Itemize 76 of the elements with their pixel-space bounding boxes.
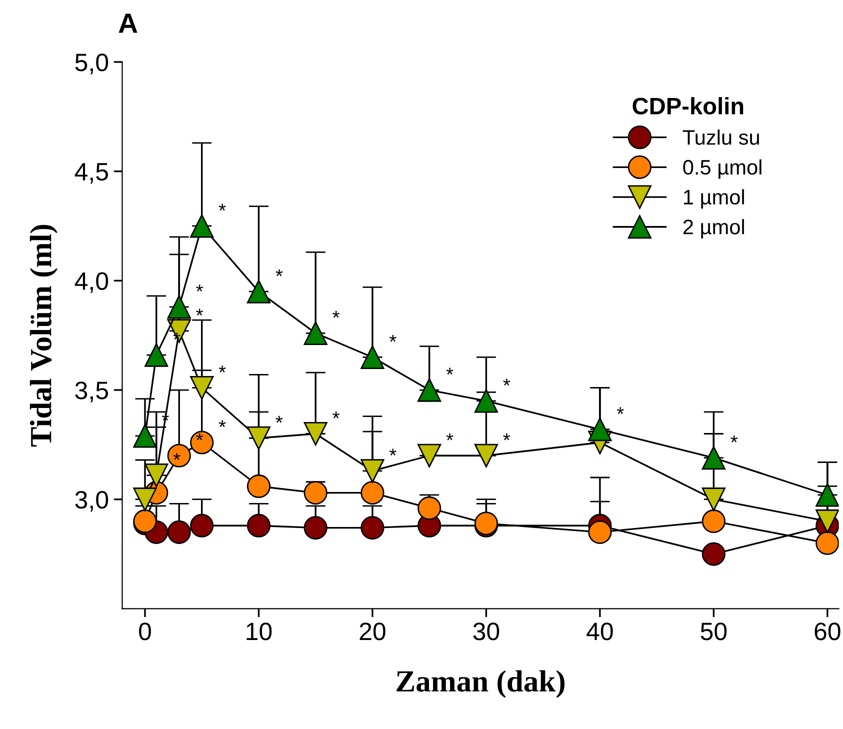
annotation: * [446,433,454,440]
x-tick-label: 30 [473,622,500,640]
point [702,446,726,470]
annotation: * [196,308,204,316]
annotation: * [218,366,226,372]
point [304,516,328,540]
annotation: * [173,453,180,460]
annotation: * [389,334,396,342]
annotation: * [446,368,454,375]
y-tick-label: 4,5 [74,163,108,184]
point [144,343,168,367]
annotation: * [389,448,396,456]
point [588,418,612,442]
point [702,542,726,566]
point [702,509,726,534]
x-tick-label: 20 [360,622,386,640]
point [246,514,271,538]
annotation: * [276,269,283,276]
legend-title: CDP-kolin [632,97,744,114]
annotation: * [196,433,204,440]
annotation: * [616,407,624,414]
point [190,430,214,454]
point [360,516,384,540]
point [167,295,191,319]
y-tick-label: 3,0 [75,490,108,512]
x-tick-label: 40 [586,622,613,640]
point [816,483,839,507]
point [190,376,214,400]
legend-label: 0.5 µmol [683,159,762,179]
annotation: * [730,436,738,442]
x-tick-label: 60 [814,622,840,640]
point [418,496,442,520]
annotation: * [276,416,283,423]
chart-title: A [118,14,138,33]
x-axis-title: Zaman (dak) [396,670,564,698]
point [190,514,214,538]
annotation: * [218,204,226,211]
point [246,280,271,304]
point [702,488,726,512]
y-tick-label: 4,0 [74,272,108,293]
point [133,424,157,448]
annotation: * [196,284,204,292]
point [167,520,191,544]
annotation: * [332,412,340,418]
point [474,444,498,468]
point [246,426,271,450]
legend-label: 2 µmol [683,219,744,238]
y-tick-label: 3,5 [75,382,108,402]
point [816,509,839,534]
annotation: * [503,378,510,386]
point [360,481,384,505]
point [816,531,839,555]
x-tick-label: 50 [700,622,727,640]
point [474,389,498,413]
y-axis-title: Tidal Volüm (ml) [30,224,58,447]
annotation: * [218,420,226,428]
legend-label: Tuzlu su [682,130,759,145]
point [588,520,612,544]
point [304,422,328,446]
point [360,459,384,483]
legend-label: 1 µmol [684,189,744,209]
annotation: * [332,310,340,318]
point [304,321,328,345]
annotation: * [503,433,510,440]
point [360,345,384,370]
point [246,474,271,498]
x-tick-label: 0 [139,622,151,640]
x-tick-label: 10 [246,622,272,640]
point [190,214,214,238]
point [167,319,191,343]
point [304,481,328,505]
point [418,444,442,468]
point [167,444,191,468]
y-tick-label: 5,0 [75,54,108,74]
point [418,378,442,402]
point [144,464,168,488]
